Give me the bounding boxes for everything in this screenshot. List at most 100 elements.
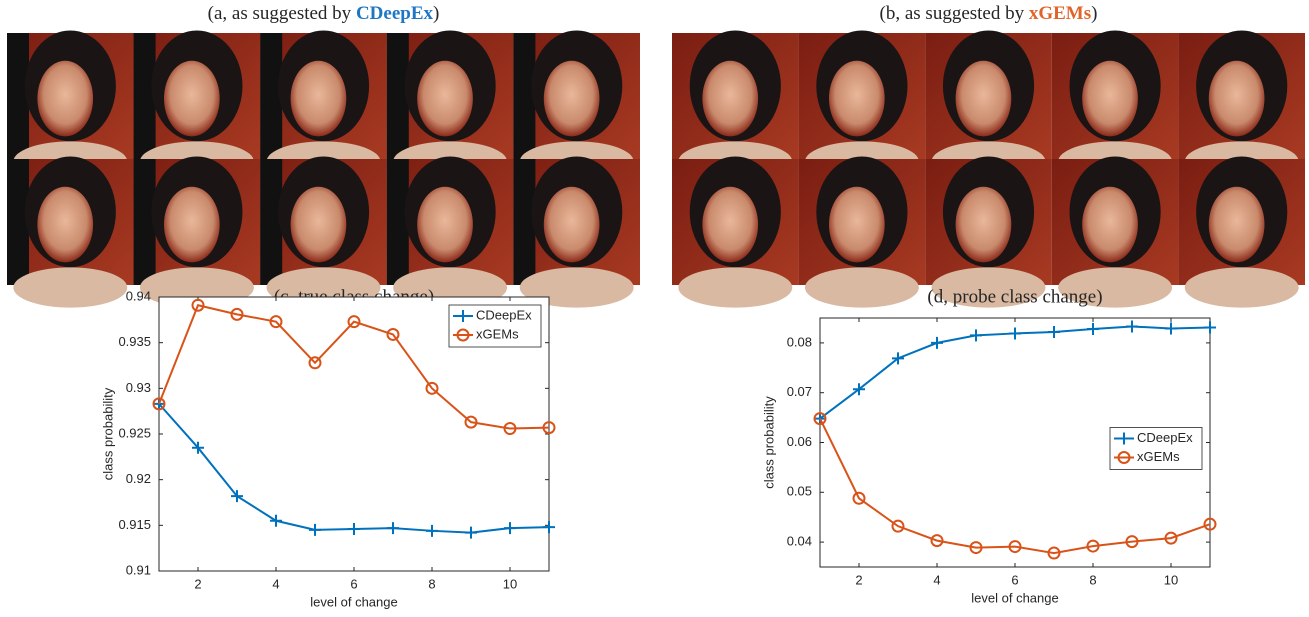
- data-point: [1008, 540, 1022, 554]
- y-tick-label: 0.92: [126, 471, 151, 486]
- data-point: [192, 441, 204, 454]
- photo-tile: [1051, 156, 1179, 308]
- photo-face: [417, 60, 473, 137]
- data-point: [426, 524, 438, 537]
- x-axis-label: level of change: [971, 590, 1058, 605]
- data-point: [270, 514, 282, 527]
- y-tick-label: 0.06: [787, 434, 812, 449]
- data-point: [1125, 535, 1139, 549]
- photo-tile: [1178, 30, 1305, 182]
- photo-face: [955, 60, 1012, 137]
- series-line: [819, 418, 1211, 555]
- x-tick-label: 6: [1011, 572, 1018, 587]
- photo-tile: [7, 156, 134, 308]
- panel-title-prefix: (b, as suggested by: [880, 3, 1029, 24]
- legend-marker: [457, 310, 469, 322]
- photo-tile: [925, 156, 1052, 308]
- panel-title: (b, as suggested by xGEMs): [880, 3, 1098, 24]
- x-tick-label: 2: [855, 572, 862, 587]
- photo-tile: [7, 30, 134, 182]
- data-point: [387, 522, 399, 535]
- x-tick-label: 8: [1089, 572, 1096, 587]
- y-axis-label: class probability: [100, 387, 115, 480]
- data-point: [1126, 320, 1138, 333]
- data-point: [970, 329, 982, 342]
- photo-face: [163, 60, 220, 137]
- data-point: [308, 356, 322, 370]
- x-axis-label: level of change: [310, 594, 397, 609]
- photo-shoulder: [1184, 267, 1299, 308]
- data-point: [230, 307, 244, 321]
- photo-border: [513, 159, 536, 285]
- panel-title-suffix: ): [433, 3, 439, 24]
- legend-label: xGEMs: [476, 326, 519, 341]
- data-point: [503, 422, 517, 436]
- y-tick-label: 0.04: [787, 534, 812, 549]
- photo-tile: [672, 156, 799, 308]
- legend-marker: [1117, 451, 1131, 464]
- photo-face: [37, 60, 94, 137]
- data-point: [892, 352, 904, 365]
- photo-tile: [386, 156, 514, 308]
- photo-tile: [925, 30, 1052, 182]
- data-point: [543, 521, 555, 534]
- data-point: [464, 415, 478, 429]
- photo-face: [290, 186, 347, 263]
- photo-shoulder: [804, 267, 919, 308]
- data-point: [542, 421, 556, 435]
- photo-face: [543, 186, 600, 263]
- photo-face: [955, 186, 1012, 263]
- photo-border: [133, 33, 156, 159]
- photo-border: [133, 159, 156, 285]
- data-point: [1086, 539, 1100, 553]
- photo-face: [828, 186, 885, 263]
- data-point: [931, 336, 943, 349]
- x-tick-label: 2: [194, 576, 201, 591]
- data-point: [152, 397, 166, 411]
- legend-box: [448, 304, 542, 348]
- y-tick-label: 0.05: [787, 484, 812, 499]
- legend-label: CDeepEx: [1137, 430, 1193, 445]
- chart-title: (d, probe class change): [927, 286, 1102, 307]
- photo-face: [163, 186, 220, 263]
- data-point: [1204, 321, 1216, 334]
- data-point: [1009, 327, 1021, 340]
- data-point: [231, 490, 243, 503]
- data-point: [386, 327, 400, 341]
- photo-face: [702, 186, 759, 263]
- legend-label: CDeepEx: [476, 307, 532, 322]
- photo-border: [260, 33, 283, 159]
- data-point: [1164, 531, 1178, 545]
- photo-tile: [133, 30, 261, 182]
- x-tick-label: 10: [503, 576, 517, 591]
- photo-tile: [798, 156, 926, 308]
- data-point: [309, 523, 321, 536]
- photo-face: [828, 60, 885, 137]
- photo-border: [513, 33, 536, 159]
- photo-tile: [672, 30, 799, 182]
- y-tick-label: 0.94: [126, 288, 151, 303]
- photo-face: [1082, 60, 1138, 137]
- data-point: [269, 315, 283, 329]
- data-point: [1087, 322, 1099, 335]
- photo-border: [386, 33, 409, 159]
- y-tick-label: 0.93: [126, 380, 151, 395]
- panel-title: (a, as suggested by CDeepEx): [208, 3, 440, 24]
- photo-shoulder: [931, 267, 1046, 308]
- y-tick-label: 0.915: [118, 517, 151, 532]
- photo-face: [702, 60, 759, 137]
- photo-face: [1208, 186, 1265, 263]
- photo-tile: [386, 30, 514, 182]
- photo-face: [1208, 60, 1265, 137]
- panel-title-highlight: CDeepEx: [356, 3, 434, 24]
- panel-title-prefix: (a, as suggested by: [208, 3, 356, 24]
- data-point: [504, 522, 516, 535]
- photo-border: [386, 159, 409, 285]
- series-line: [158, 304, 550, 430]
- y-tick-label: 0.925: [118, 425, 151, 440]
- photo-border: [7, 159, 29, 285]
- photo-tile: [798, 30, 926, 182]
- data-point: [1048, 325, 1060, 338]
- panel-title-highlight: xGEMs: [1029, 3, 1091, 24]
- panel-title-suffix: ): [1091, 3, 1097, 24]
